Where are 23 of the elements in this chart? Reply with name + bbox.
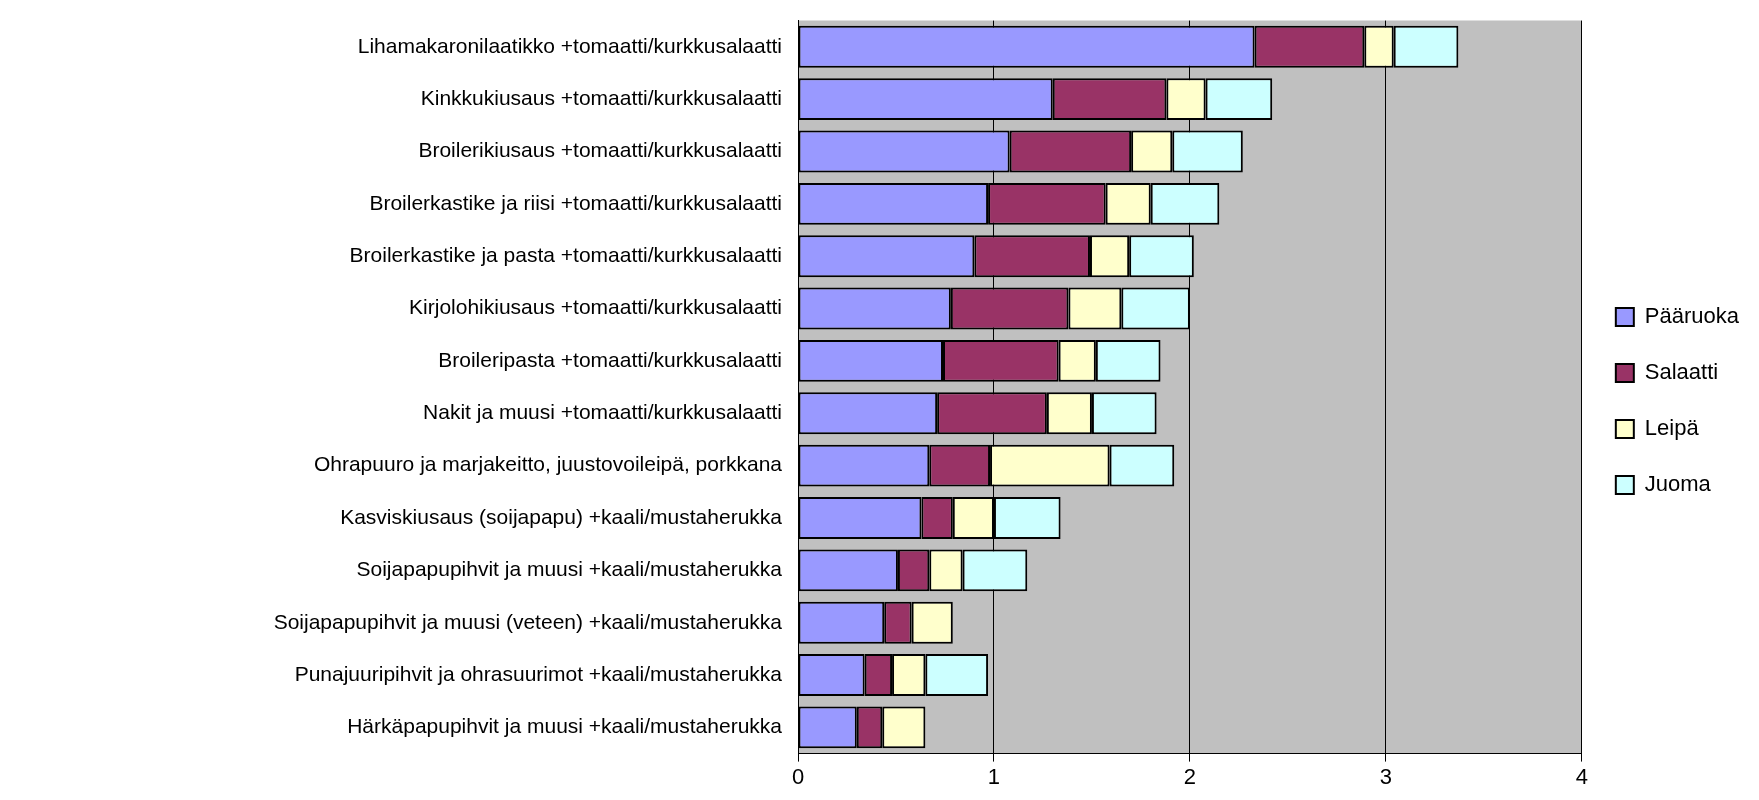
legend-label: Leipä bbox=[1644, 415, 1700, 441]
legend-label: Pääruoka bbox=[1644, 303, 1740, 329]
x-tick-label: 3 bbox=[1379, 763, 1392, 789]
y-tick-label: Broilerkastike ja pasta +tomaatti/kurkkusalaatti bbox=[349, 243, 782, 266]
y-tick-label: Nakit ja muusi +tomaatti/kurkkusalaatti bbox=[423, 400, 782, 424]
x-tick-label: 2 bbox=[1183, 763, 1197, 789]
y-tick-label: Soijapapupihvit ja muusi (veteen) +kaali/mustaherukka bbox=[273, 609, 783, 633]
x-tick-label: 0 bbox=[791, 763, 805, 789]
y-tick-label: Kirjolohikiusaus +tomaatti/kurkkusalaatti bbox=[409, 295, 782, 319]
y-tick-label: Soijapapupihvit ja muusi +kaali/mustaherukka bbox=[356, 557, 783, 581]
x-tick-label: 4 bbox=[1575, 763, 1588, 789]
x-tick-label: 1 bbox=[987, 763, 1001, 789]
y-tick-label: Ohrapuuro ja marjakeitto, juustovoileipä, porkkana bbox=[313, 452, 783, 476]
y-tick-label: Kasviskiusaus (soijapapu) +kaali/mustaherukka bbox=[340, 504, 783, 528]
y-tick-label: Broilerikiusaus +tomaatti/kurkkusalaatti bbox=[418, 138, 782, 162]
y-tick-label: Broilerkastike ja riisi +tomaatti/kurkkusalaatti bbox=[369, 190, 782, 214]
y-tick-label: Kinkkukiusaus +tomaatti/kurkkusalaatti bbox=[420, 85, 782, 109]
y-tick-label: Lihamakaronilaatikko +tomaatti/kurkkusalaatti bbox=[357, 33, 782, 57]
y-tick-label: Härkäpapupihvit ja muusi +kaali/mustaherukka bbox=[347, 714, 783, 738]
legend-label: Salaatti bbox=[1644, 359, 1719, 385]
y-tick-label: Punajuuripihvit ja ohrasuurimot +kaali/mustaherukka bbox=[294, 661, 783, 685]
legend-label: Juoma bbox=[1644, 471, 1712, 497]
y-tick-label: Broileripasta +tomaatti/kurkkusalaatti bbox=[438, 347, 782, 371]
